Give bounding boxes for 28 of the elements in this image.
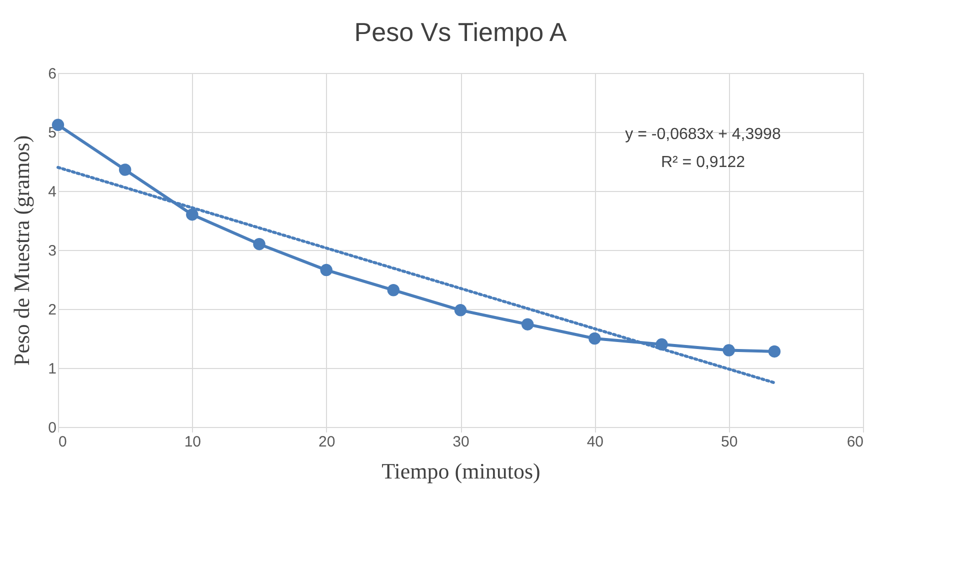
point — [387, 284, 400, 296]
x-axis-title: Tiempo (minutos) — [382, 458, 540, 484]
point — [186, 208, 198, 221]
y-tick-label: 2 — [48, 302, 56, 318]
y-tick-label: 3 — [48, 242, 56, 260]
point — [588, 332, 601, 345]
annotation: R² = 0,9122 — [660, 154, 746, 171]
point — [768, 345, 781, 358]
x-tick-label: 60 — [846, 434, 864, 450]
point — [253, 238, 266, 250]
x-tick-label: 30 — [452, 434, 470, 450]
y-tick-label: 1 — [48, 360, 56, 378]
point — [320, 264, 332, 276]
y-axis-title: Peso de Muestra (gramos) — [9, 135, 34, 366]
y-tick-label: 6 — [48, 66, 56, 82]
x-tick-label: 50 — [720, 434, 738, 450]
point — [722, 344, 735, 356]
y-tick-label: 4 — [48, 184, 56, 200]
x-tick-label: 10 — [184, 434, 202, 450]
point — [454, 304, 467, 316]
annotation: y = -0,0683x + 4,3998 — [625, 126, 781, 143]
point — [521, 318, 534, 330]
x-tick-label: 40 — [586, 434, 604, 450]
chart-title: Peso Vs Tiempo A — [354, 17, 568, 47]
x-tick-label: 0 — [58, 434, 67, 450]
y-tick-label: 0 — [48, 420, 56, 436]
point — [118, 164, 132, 176]
x-tick-label: 20 — [318, 434, 336, 450]
